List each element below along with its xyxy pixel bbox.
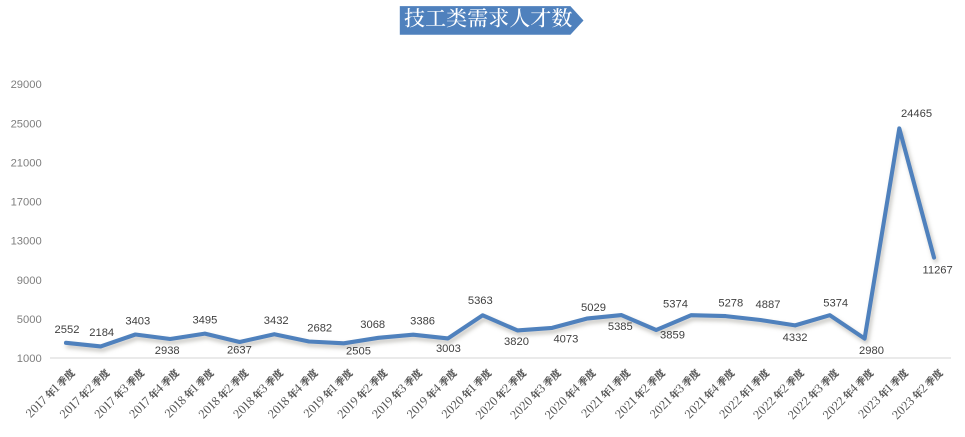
- svg-text:21000: 21000: [11, 157, 42, 169]
- svg-text:3386: 3386: [410, 315, 435, 327]
- svg-text:5374: 5374: [823, 298, 848, 310]
- svg-text:1000: 1000: [17, 353, 42, 365]
- svg-text:4887: 4887: [756, 299, 781, 311]
- svg-text:3068: 3068: [360, 319, 385, 331]
- svg-text:4073: 4073: [553, 334, 578, 346]
- svg-text:25000: 25000: [11, 118, 42, 130]
- svg-text:29000: 29000: [11, 79, 42, 91]
- svg-text:2184: 2184: [89, 327, 114, 339]
- svg-text:5029: 5029: [581, 302, 606, 314]
- svg-text:5374: 5374: [663, 298, 688, 310]
- svg-text:4332: 4332: [783, 332, 808, 344]
- svg-text:17000: 17000: [11, 197, 42, 209]
- svg-text:2682: 2682: [307, 322, 332, 334]
- svg-text:3432: 3432: [264, 315, 289, 327]
- svg-text:5363: 5363: [468, 295, 493, 307]
- svg-text:2505: 2505: [346, 345, 371, 357]
- svg-text:9000: 9000: [17, 275, 42, 287]
- svg-text:3859: 3859: [660, 329, 685, 341]
- svg-text:24465: 24465: [901, 108, 932, 120]
- svg-text:5278: 5278: [718, 298, 743, 310]
- svg-text:3820: 3820: [504, 336, 529, 348]
- svg-text:11267: 11267: [922, 265, 952, 277]
- svg-text:5000: 5000: [17, 314, 42, 326]
- svg-text:3003: 3003: [436, 343, 461, 355]
- svg-text:3495: 3495: [192, 314, 217, 326]
- svg-text:2637: 2637: [227, 344, 252, 356]
- svg-text:3403: 3403: [125, 315, 150, 327]
- svg-text:2552: 2552: [55, 324, 80, 336]
- svg-text:2938: 2938: [155, 345, 180, 357]
- svg-text:13000: 13000: [11, 236, 42, 248]
- svg-text:2980: 2980: [859, 345, 884, 357]
- svg-text:5385: 5385: [608, 321, 633, 333]
